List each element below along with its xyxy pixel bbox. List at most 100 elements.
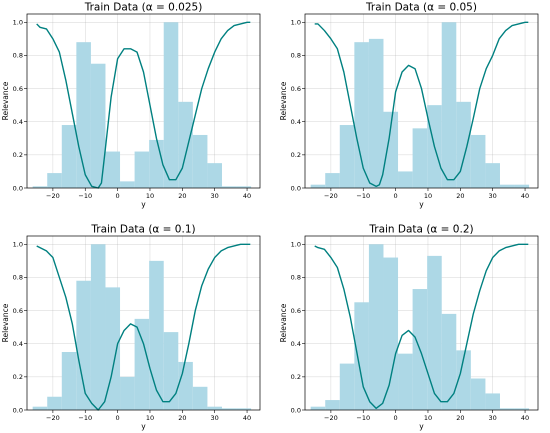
histogram-bar xyxy=(514,184,530,188)
histogram-bar xyxy=(207,406,222,410)
histogram-bar xyxy=(120,181,135,188)
histogram-bar xyxy=(47,396,62,410)
histogram-bar xyxy=(485,393,500,410)
histogram-bar xyxy=(32,186,48,188)
x-tick-label: 20 xyxy=(178,414,186,422)
x-tick-label: 20 xyxy=(178,192,186,200)
histogram-bar xyxy=(134,151,150,188)
x-tick-label: 40 xyxy=(243,414,251,422)
y-tick-label: 0.4 xyxy=(291,118,301,126)
histogram-bar xyxy=(236,408,252,410)
x-tick-label: 10 xyxy=(424,414,432,422)
histogram-bar xyxy=(470,134,486,188)
histogram-bar xyxy=(90,63,106,188)
chart-title: Train Data (α = 0.1) xyxy=(90,224,195,236)
histogram-bar xyxy=(368,244,384,410)
y-tick-label: 0.0 xyxy=(291,406,301,414)
x-tick-label: 0 xyxy=(394,414,398,422)
histogram-bar xyxy=(134,318,150,410)
histogram-bar xyxy=(398,353,413,410)
chart-title: Train Data (α = 0.025) xyxy=(84,2,203,14)
y-tick-label: 0.0 xyxy=(291,184,301,192)
x-tick-label: −10 xyxy=(78,192,92,200)
x-tick-label: 40 xyxy=(521,414,529,422)
histogram-bar xyxy=(149,260,164,410)
histogram-bar xyxy=(456,101,471,188)
histogram-bar xyxy=(325,400,340,410)
histogram-bar xyxy=(90,244,106,410)
x-tick-label: 30 xyxy=(211,414,219,422)
histogram-bar xyxy=(427,255,442,410)
chart-title: Train Data (α = 0.2) xyxy=(368,224,473,236)
x-tick-label: 30 xyxy=(489,414,497,422)
histogram-bar xyxy=(383,111,399,188)
y-axis-label: Relevance xyxy=(279,81,288,120)
histogram-bar xyxy=(221,186,237,188)
y-tick-label: 0.4 xyxy=(13,118,23,126)
y-tick-label: 0.4 xyxy=(291,340,301,348)
y-tick-label: 0.6 xyxy=(291,85,301,93)
histogram-bar xyxy=(61,125,77,188)
plot-frame xyxy=(304,235,539,411)
histogram-bar xyxy=(47,173,62,188)
x-axis-label: y xyxy=(141,422,146,431)
x-axis-label: y xyxy=(141,200,146,209)
histogram-bar xyxy=(163,22,179,188)
x-axis-label: y xyxy=(419,200,424,209)
y-tick-label: 0.6 xyxy=(13,307,23,315)
x-tick-label: 20 xyxy=(456,414,464,422)
y-axis-label: Relevance xyxy=(1,303,10,342)
histogram-bar xyxy=(310,184,326,188)
y-tick-label: 0.8 xyxy=(13,274,23,282)
histogram-bar xyxy=(368,38,384,188)
histogram-bar xyxy=(207,163,222,188)
y-tick-label: 0.2 xyxy=(291,373,301,381)
relevance-curve xyxy=(314,21,529,188)
x-tick-label: 0 xyxy=(116,414,120,422)
y-tick-label: 0.2 xyxy=(13,373,23,381)
y-axis-label: Relevance xyxy=(279,303,288,342)
histogram-bar xyxy=(310,406,326,410)
x-tick-label: −10 xyxy=(356,192,370,200)
x-tick-label: 40 xyxy=(521,192,529,200)
x-tick-label: −20 xyxy=(324,414,338,422)
chart-panel-4: −20 −10 0 10 20 30 40 0.0 0.2 0.4 0.6 0.8 1.0 Train D… xyxy=(279,224,539,431)
histogram-bar xyxy=(499,408,515,410)
histogram-bar xyxy=(120,376,135,410)
y-tick-label: 1.0 xyxy=(291,19,301,27)
y-tick-label: 0.8 xyxy=(291,274,301,282)
y-tick-label: 0.0 xyxy=(13,406,23,414)
y-tick-label: 0.8 xyxy=(13,52,23,60)
y-tick-label: 0.8 xyxy=(291,52,301,60)
histogram-bar xyxy=(398,171,413,188)
x-tick-label: −20 xyxy=(46,414,60,422)
histogram-bar xyxy=(383,257,399,410)
x-tick-label: 0 xyxy=(116,192,120,200)
y-tick-label: 1.0 xyxy=(13,241,23,249)
x-tick-label: 20 xyxy=(456,192,464,200)
histogram-bar xyxy=(61,352,77,410)
relevance-curve xyxy=(314,243,529,410)
chart-panel-1: −20 −10 0 10 20 30 40 0.0 0.2 0.4 0.6 0.8 1.0 Train D… xyxy=(1,2,261,209)
y-tick-label: 0.4 xyxy=(13,340,23,348)
y-tick-label: 0.2 xyxy=(291,151,301,159)
plot-frame xyxy=(26,13,261,189)
x-tick-label: 40 xyxy=(243,192,251,200)
x-tick-label: 30 xyxy=(489,192,497,200)
histogram-bar xyxy=(354,302,369,410)
x-tick-label: −10 xyxy=(78,414,92,422)
plot-frame xyxy=(304,13,539,189)
histogram-bar xyxy=(105,151,121,188)
histogram-bar xyxy=(221,408,237,410)
histogram-bar xyxy=(105,287,121,410)
histogram-bar xyxy=(354,42,369,188)
chart-panel-2: −20 −10 0 10 20 30 40 0.0 0.2 0.4 0.6 0.8 1.0 Train D… xyxy=(279,2,539,209)
histogram-bar xyxy=(178,101,193,188)
y-axis-label: Relevance xyxy=(1,81,10,120)
histogram-bar xyxy=(441,313,457,410)
x-tick-label: 10 xyxy=(146,192,154,200)
y-tick-label: 0.6 xyxy=(291,307,301,315)
histogram-bar xyxy=(412,128,428,188)
y-tick-label: 0.2 xyxy=(13,151,23,159)
